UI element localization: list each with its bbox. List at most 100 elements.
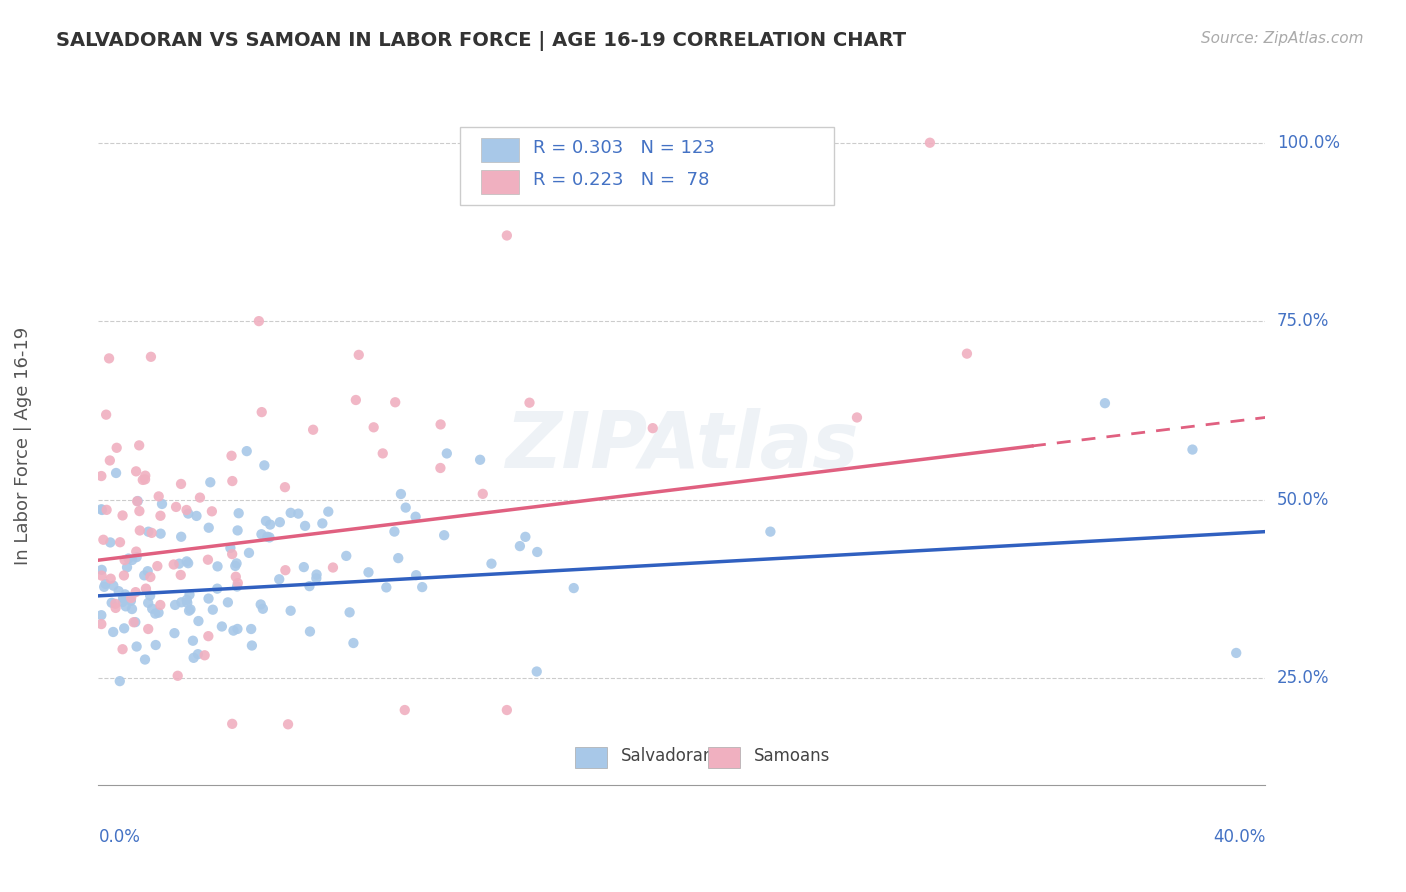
Point bbox=[94, 577, 117, 591]
Point bbox=[187, 647, 209, 661]
Point bbox=[104, 601, 127, 615]
Point bbox=[167, 557, 190, 571]
Point bbox=[342, 636, 364, 650]
Point bbox=[207, 582, 229, 596]
Point bbox=[134, 652, 156, 666]
Point bbox=[197, 552, 219, 566]
Text: Source: ZipAtlas.com: Source: ZipAtlas.com bbox=[1201, 31, 1364, 46]
Point bbox=[121, 553, 143, 567]
Point bbox=[112, 621, 135, 635]
Text: R = 0.223   N =  78: R = 0.223 N = 78 bbox=[533, 171, 709, 189]
Point bbox=[395, 500, 418, 515]
Point bbox=[100, 596, 122, 610]
Point bbox=[1225, 646, 1247, 660]
Point bbox=[254, 514, 277, 528]
Point bbox=[375, 581, 398, 595]
Point bbox=[224, 558, 246, 573]
Point bbox=[91, 503, 114, 517]
Point bbox=[148, 489, 170, 503]
Point bbox=[298, 624, 321, 639]
Point bbox=[105, 441, 128, 455]
Point bbox=[217, 595, 239, 609]
Point bbox=[148, 606, 170, 620]
Point bbox=[98, 453, 121, 467]
Point bbox=[250, 405, 273, 419]
Point bbox=[128, 524, 150, 538]
Point bbox=[222, 624, 245, 638]
Point bbox=[177, 556, 200, 570]
Point bbox=[519, 395, 541, 409]
Point bbox=[280, 506, 302, 520]
Point bbox=[294, 519, 316, 533]
Point bbox=[207, 559, 229, 574]
Point bbox=[197, 591, 219, 606]
Point bbox=[98, 535, 121, 549]
Point bbox=[347, 348, 370, 362]
Point bbox=[1181, 442, 1204, 457]
Point bbox=[104, 597, 127, 611]
Text: 25.0%: 25.0% bbox=[1277, 669, 1330, 687]
Point bbox=[186, 508, 208, 523]
Point bbox=[433, 528, 456, 542]
Point bbox=[111, 642, 134, 657]
Point bbox=[170, 595, 193, 609]
Point bbox=[163, 558, 186, 572]
Point bbox=[93, 533, 115, 547]
Point bbox=[918, 136, 941, 150]
Point bbox=[228, 506, 250, 520]
Point bbox=[176, 554, 198, 568]
Point bbox=[187, 614, 209, 628]
FancyBboxPatch shape bbox=[575, 747, 607, 768]
Point bbox=[280, 604, 302, 618]
Point bbox=[90, 568, 112, 582]
Point bbox=[114, 587, 136, 601]
Point bbox=[112, 591, 135, 606]
Point bbox=[90, 502, 112, 516]
Point bbox=[132, 473, 155, 487]
Point bbox=[121, 602, 143, 616]
Point bbox=[247, 314, 270, 328]
Point bbox=[183, 650, 205, 665]
Point bbox=[90, 617, 112, 632]
Point bbox=[468, 452, 491, 467]
Point bbox=[471, 487, 494, 501]
Point bbox=[226, 524, 249, 538]
Point bbox=[117, 551, 139, 566]
Point bbox=[201, 603, 224, 617]
Text: 75.0%: 75.0% bbox=[1277, 312, 1330, 330]
Point bbox=[344, 392, 367, 407]
Point bbox=[225, 557, 247, 571]
Point bbox=[226, 622, 249, 636]
Point bbox=[846, 410, 869, 425]
Point bbox=[177, 604, 200, 618]
Point bbox=[114, 553, 136, 567]
Point bbox=[305, 571, 328, 585]
Point bbox=[149, 526, 172, 541]
Point bbox=[143, 607, 166, 621]
Point bbox=[259, 530, 281, 544]
Point bbox=[509, 539, 531, 553]
FancyBboxPatch shape bbox=[707, 747, 741, 768]
Point bbox=[141, 601, 163, 615]
Point bbox=[124, 585, 146, 599]
Text: R = 0.303   N = 123: R = 0.303 N = 123 bbox=[533, 139, 714, 157]
Point bbox=[496, 703, 519, 717]
Text: In Labor Force | Age 16-19: In Labor Force | Age 16-19 bbox=[14, 326, 31, 566]
Point bbox=[194, 648, 217, 663]
Point bbox=[105, 466, 128, 480]
Point bbox=[170, 568, 193, 582]
Point bbox=[122, 615, 145, 630]
Point bbox=[111, 508, 134, 523]
Point bbox=[371, 446, 394, 460]
Point bbox=[90, 608, 112, 623]
Point bbox=[305, 567, 328, 582]
Point bbox=[240, 622, 263, 636]
Point bbox=[274, 480, 297, 494]
Point bbox=[1094, 396, 1116, 410]
Point bbox=[149, 598, 172, 612]
Point bbox=[115, 560, 138, 574]
Point bbox=[405, 509, 427, 524]
Point bbox=[139, 350, 162, 364]
Point bbox=[496, 228, 519, 243]
Point bbox=[562, 581, 585, 595]
